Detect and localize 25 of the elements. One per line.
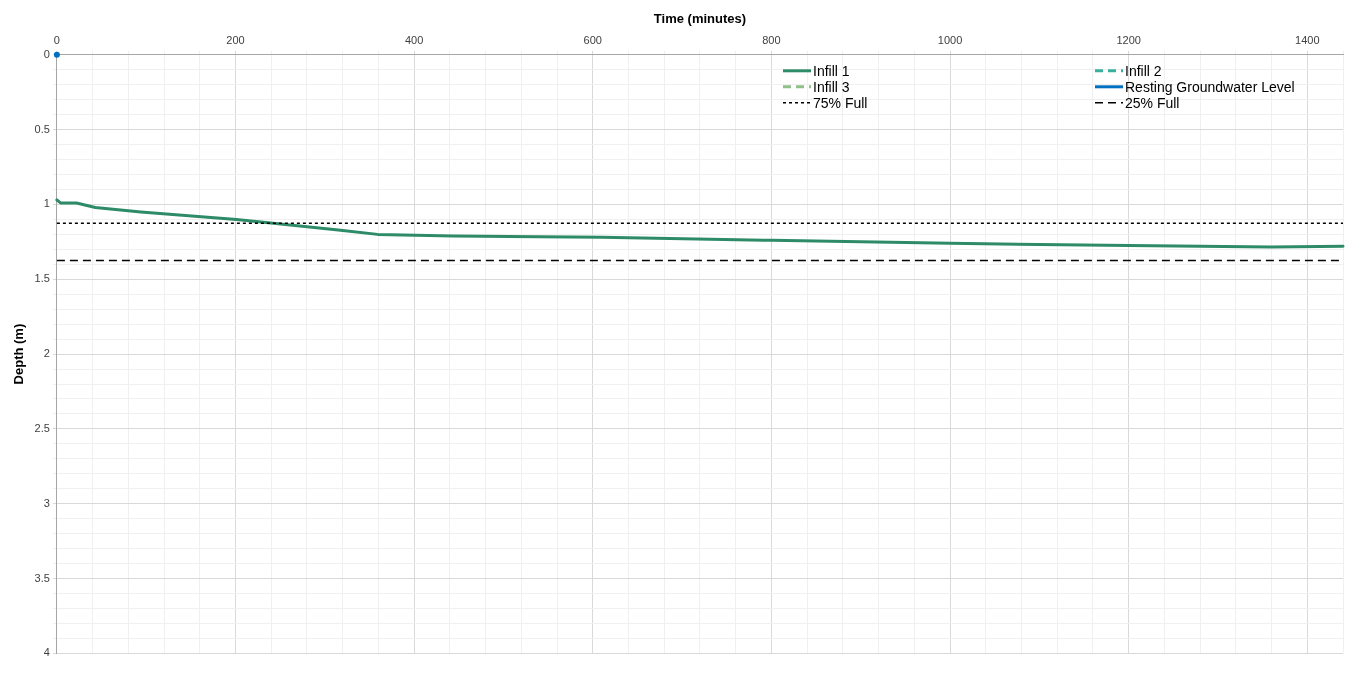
x-tick-label: 0 [53,34,60,47]
y-tick-label: 3.5 [34,571,50,584]
y-tick-label: 2 [43,347,50,360]
y-tick-label: 1.5 [34,272,50,285]
y-tick-label: 4 [43,646,50,659]
legend-label: 75% Full [813,94,868,111]
legend-label: Infill 1 [813,62,850,79]
x-tick-label: 1400 [1295,34,1320,47]
x-tick-label: 1000 [937,34,963,47]
legend-label: Infill 3 [813,78,850,95]
legend-label: Resting Groundwater Level [1125,78,1295,95]
y-tick-label: 0.5 [34,122,50,135]
x-tick-label: 1200 [1116,34,1141,47]
x-axis-title: Time (minutes) [653,11,747,27]
legend-label: Infill 2 [1125,62,1162,79]
y-tick-label: 2.5 [34,421,50,434]
x-tick-label: 600 [583,34,602,47]
y-tick-label: 3 [43,496,50,509]
y-axis-title: Depth (m) [11,323,27,385]
legend-label: 25% Full [1125,94,1180,111]
x-tick-label: 800 [762,34,781,47]
y-tick-label: 1 [43,197,50,210]
x-tick-label: 400 [404,34,424,47]
y-tick-label: 0 [43,47,50,60]
x-tick-label: 200 [226,34,245,47]
